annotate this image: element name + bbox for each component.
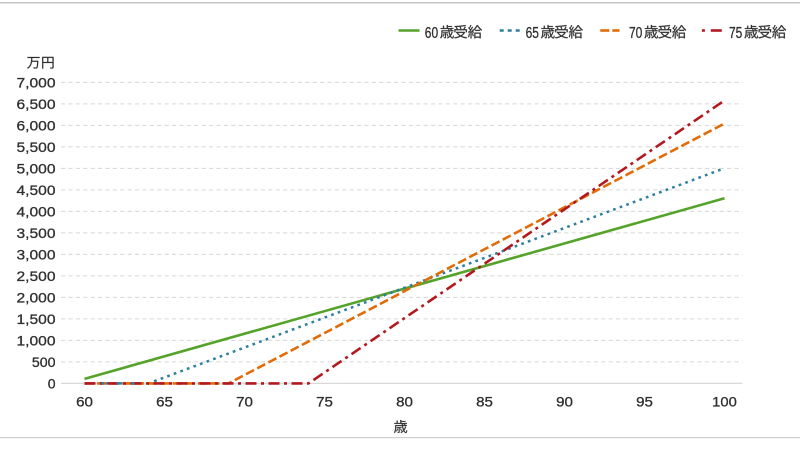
svg-text:100: 100: [712, 393, 737, 409]
svg-text:70: 70: [236, 393, 253, 409]
svg-text:6,500: 6,500: [17, 96, 56, 112]
svg-text:75: 75: [316, 393, 333, 409]
svg-text:3,000: 3,000: [17, 247, 56, 263]
svg-text:0: 0: [48, 376, 56, 392]
svg-text:70: 70: [629, 25, 643, 42]
svg-text:80: 80: [396, 393, 413, 409]
svg-text:5,500: 5,500: [17, 139, 56, 155]
svg-text:4,500: 4,500: [17, 182, 56, 198]
svg-text:5,000: 5,000: [17, 161, 56, 177]
svg-text:60: 60: [76, 393, 93, 409]
svg-text:95: 95: [636, 393, 653, 409]
svg-text:75: 75: [729, 25, 742, 42]
svg-text:65: 65: [156, 393, 173, 409]
svg-text:60: 60: [425, 25, 439, 42]
svg-text:500: 500: [32, 354, 56, 370]
svg-text:85: 85: [476, 393, 493, 409]
svg-text:1,000: 1,000: [17, 333, 56, 349]
svg-text:3,500: 3,500: [17, 225, 56, 241]
svg-text:90: 90: [556, 393, 573, 409]
svg-text:4,000: 4,000: [17, 204, 56, 220]
svg-text:7,000: 7,000: [17, 75, 56, 91]
svg-text:2,000: 2,000: [17, 290, 56, 306]
svg-text:6,000: 6,000: [17, 118, 56, 134]
svg-text:65: 65: [526, 25, 539, 42]
svg-text:2,500: 2,500: [17, 268, 56, 284]
svg-text:1,500: 1,500: [17, 311, 56, 327]
